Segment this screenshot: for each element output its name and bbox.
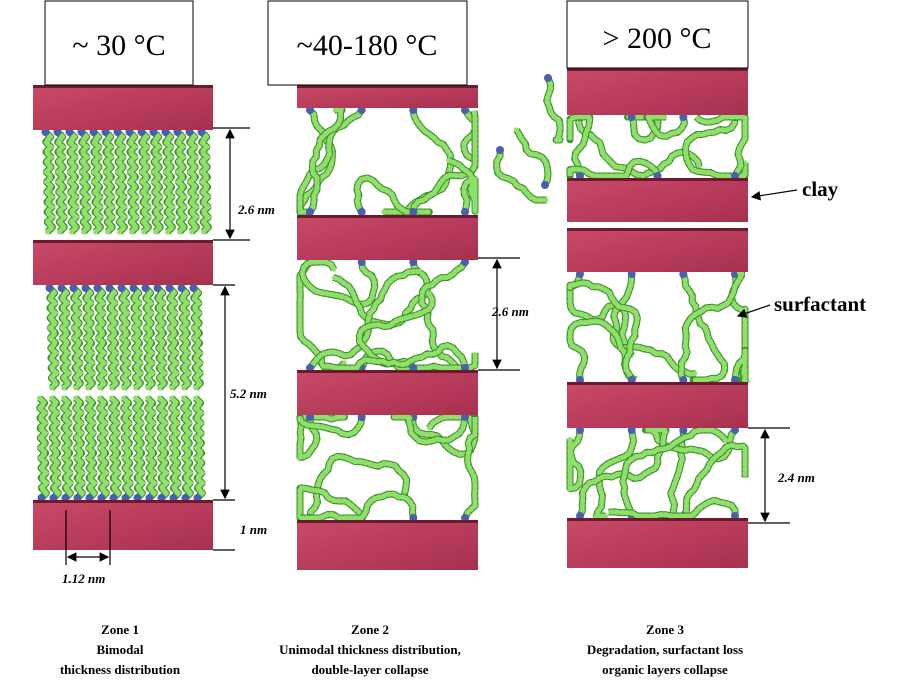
zone-header: ~40-180 °C bbox=[297, 29, 438, 62]
caption: Zone 1 bbox=[101, 622, 139, 637]
head-group bbox=[130, 284, 138, 292]
head-group bbox=[461, 208, 469, 216]
caption: organic layers collapse bbox=[602, 662, 728, 677]
caption: Unimodal thickness distribution, bbox=[279, 642, 461, 657]
caption: Zone 2 bbox=[351, 622, 389, 637]
clay-slab bbox=[567, 68, 748, 115]
clay-slab bbox=[567, 178, 748, 222]
head-group bbox=[142, 284, 150, 292]
surfactant-label: surfactant bbox=[774, 292, 866, 316]
clay-slab bbox=[297, 85, 478, 108]
head-group bbox=[46, 284, 54, 292]
clay-edge bbox=[567, 382, 748, 385]
clay-label: clay bbox=[802, 177, 839, 201]
zone-header: > 200 °C bbox=[603, 22, 712, 55]
clay-slab bbox=[297, 370, 478, 415]
clay-slab bbox=[567, 518, 748, 568]
caption: Degradation, surfactant loss bbox=[587, 642, 743, 657]
clay-slab bbox=[297, 520, 478, 570]
head-group bbox=[541, 181, 549, 189]
caption: thickness distribution bbox=[60, 662, 181, 677]
clay-edge bbox=[297, 215, 478, 218]
clay-slab bbox=[33, 240, 213, 285]
head-group bbox=[544, 74, 552, 82]
dimension-label: 2.4 nm bbox=[777, 470, 815, 485]
head-group bbox=[166, 284, 174, 292]
clay-edge bbox=[567, 178, 748, 181]
clay-edge bbox=[297, 520, 478, 523]
dimension-label: 1.12 nm bbox=[62, 571, 105, 586]
head-group bbox=[358, 208, 366, 216]
head-group bbox=[70, 284, 78, 292]
clay-slab bbox=[33, 85, 213, 130]
clay-slab bbox=[567, 228, 748, 272]
head-group bbox=[58, 284, 66, 292]
head-group bbox=[190, 284, 198, 292]
zone-header: ~ 30 °C bbox=[72, 29, 165, 62]
dimension-label: 2.6 nm bbox=[491, 304, 529, 319]
head-group bbox=[94, 284, 102, 292]
clay-edge bbox=[567, 518, 748, 521]
clay-edge bbox=[33, 240, 213, 243]
head-group bbox=[306, 208, 314, 216]
caption: Zone 3 bbox=[646, 622, 684, 637]
caption: Bimodal bbox=[97, 642, 144, 657]
chain bbox=[465, 417, 475, 518]
head-group bbox=[82, 284, 90, 292]
head-group bbox=[154, 284, 162, 292]
clay-edge bbox=[33, 500, 213, 503]
clay-slab bbox=[33, 500, 213, 550]
diagram: ~ 30 °C ~40-180 °C > 200 °C 2.6 nm 5.2 n… bbox=[0, 0, 901, 685]
caption: double-layer collapse bbox=[311, 662, 428, 677]
head-group bbox=[178, 284, 186, 292]
surfactant-chains bbox=[38, 74, 746, 522]
head-group bbox=[409, 208, 417, 216]
dimension-label: 5.2 nm bbox=[230, 386, 267, 401]
clay-edge bbox=[297, 370, 478, 373]
clay-edge bbox=[567, 228, 748, 231]
head-group bbox=[496, 146, 504, 154]
clay-slab bbox=[567, 382, 748, 428]
head-group bbox=[106, 284, 114, 292]
chain bbox=[696, 117, 745, 176]
chain bbox=[357, 178, 429, 212]
head-group bbox=[118, 284, 126, 292]
clay-slab bbox=[297, 215, 478, 260]
dimension-label: 2.6 nm bbox=[237, 202, 275, 217]
dimension-label: 1 nm bbox=[240, 522, 267, 537]
